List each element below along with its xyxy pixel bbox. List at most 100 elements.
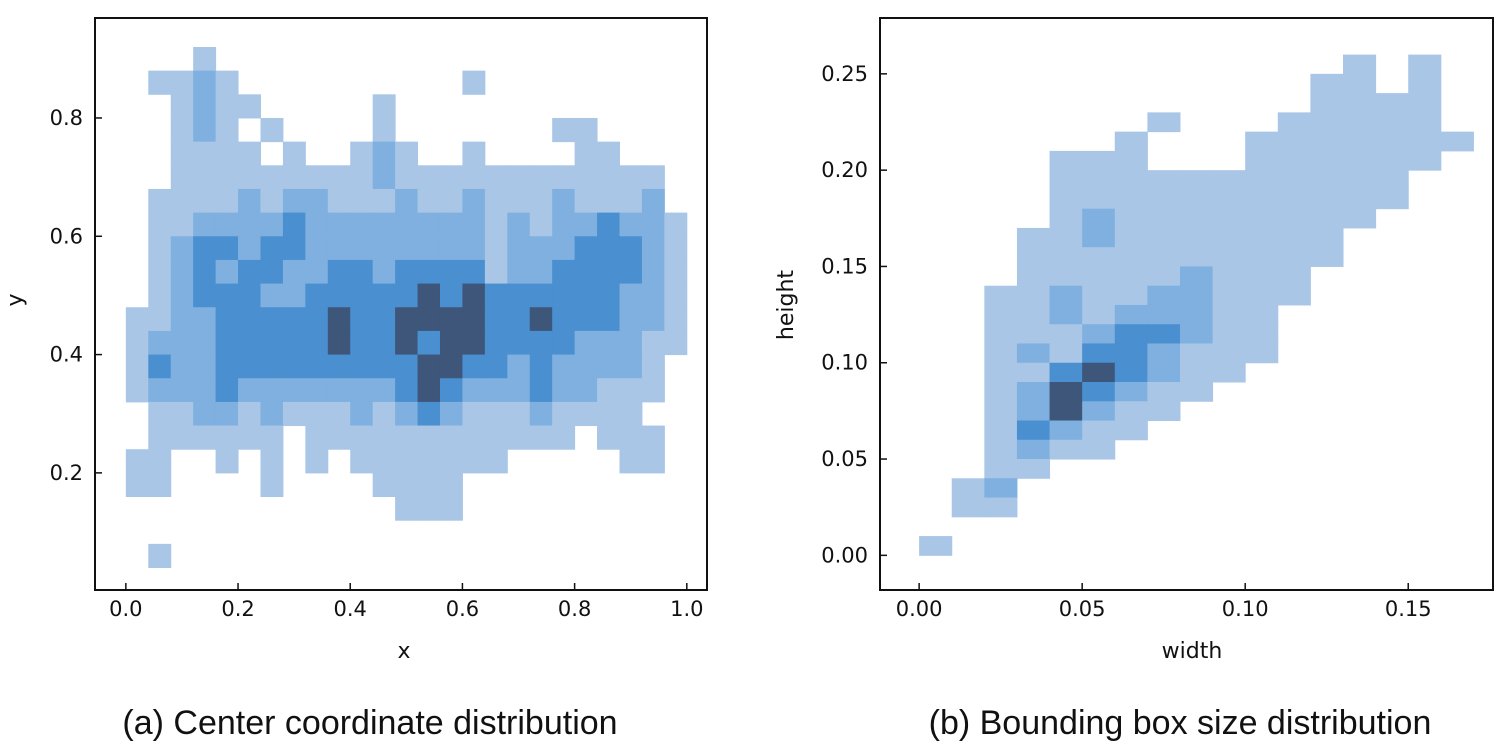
heatmap-cell [951, 478, 985, 499]
heatmap-cell [1277, 112, 1311, 133]
heatmap-cell [282, 188, 306, 214]
heatmap-cell [574, 188, 598, 214]
heatmap-cell [1147, 304, 1181, 325]
heatmap-cell [507, 283, 531, 308]
heatmap-cell [552, 307, 576, 332]
heatmap-cell [1179, 266, 1214, 287]
heatmap-cell [552, 330, 576, 356]
heatmap-cell [619, 283, 643, 308]
heatmap-cell [462, 401, 486, 427]
heatmap-cell [395, 378, 419, 403]
heatmap-cell [1082, 208, 1116, 229]
heatmap-cell [439, 283, 463, 308]
heatmap-cell [282, 212, 306, 237]
heatmap-cell [215, 449, 239, 474]
heatmap-cell [350, 354, 374, 379]
heatmap-cell [574, 117, 598, 143]
heatmap-cell [148, 259, 172, 285]
heatmap-cell [619, 425, 643, 450]
heatmap-cell [439, 401, 463, 427]
heatmap-cell [305, 330, 329, 356]
heatmap-cell [372, 165, 396, 190]
heatmap-cell [1179, 304, 1214, 325]
heatmap-cell [1114, 170, 1148, 190]
heatmap-cell [372, 425, 396, 450]
heatmap-cell [1375, 112, 1409, 133]
heatmap-cell [1082, 227, 1116, 248]
heatmap-cell [462, 141, 486, 166]
x-tick-label: 0.4 [334, 597, 367, 621]
heatmap-cell [372, 472, 396, 498]
heatmap-cell [1408, 150, 1442, 171]
heatmap-cell [282, 378, 306, 403]
heatmap-cell [574, 378, 598, 403]
y-tick-label: 0.15 [821, 254, 868, 278]
heatmap-cell [1179, 247, 1214, 267]
heatmap-cell [507, 378, 531, 403]
heatmap-cell [529, 283, 553, 308]
heatmap-cell [619, 188, 643, 214]
heatmap-cell [1408, 73, 1442, 94]
heatmap-cell [372, 188, 396, 214]
heatmap-cell [1245, 304, 1279, 325]
heatmap-cell [439, 354, 463, 379]
heatmap-cell [170, 188, 194, 214]
heatmap-cell [529, 236, 553, 261]
heatmap-cell [395, 496, 419, 521]
heatmap-cell [1408, 93, 1442, 113]
heatmap-cell [1016, 304, 1051, 325]
heatmap-cell [193, 141, 217, 166]
heatmap-cell [439, 259, 463, 285]
heatmap-cell [193, 401, 217, 427]
heatmap-cell [1016, 401, 1051, 422]
heatmap-cell [260, 212, 284, 237]
heatmap-cell [1114, 420, 1148, 441]
heatmap-cell [1147, 227, 1181, 248]
heatmap-cell [170, 94, 194, 119]
heatmap-cell [1245, 247, 1279, 267]
heatmap-cell [170, 70, 194, 95]
heatmap-cell [1277, 170, 1311, 190]
heatmap-cell [215, 188, 239, 214]
heatmap-cell [417, 496, 441, 521]
heatmap-cell [260, 259, 284, 285]
heatmap-cell [1082, 285, 1116, 306]
heatmap-cell [148, 543, 172, 569]
x-tick-label: 0.05 [1059, 597, 1106, 621]
heatmap-cell [417, 378, 441, 403]
heatmap-cell [1082, 247, 1116, 267]
heatmap-cell [641, 259, 665, 285]
heatmap-cell [984, 459, 1018, 479]
heatmap-cell [1049, 420, 1083, 441]
heatmap-cell [215, 212, 239, 237]
heatmap-cell [619, 259, 643, 285]
x-tick-label: 0.15 [1385, 597, 1432, 621]
heatmap-cell [529, 307, 553, 332]
heatmap-cell [305, 188, 329, 214]
heatmap-cell [395, 449, 419, 474]
heatmap-cell [552, 259, 576, 285]
heatmap-cell [619, 449, 643, 474]
heatmap-cell [552, 283, 576, 308]
heatmap-cell [484, 212, 508, 237]
heatmap-cell [1277, 247, 1311, 267]
heatmap-cell [395, 307, 419, 332]
heatmap-cell [439, 378, 463, 403]
heatmap-cell [484, 307, 508, 332]
heatmap-cell [641, 165, 665, 190]
heatmap-cell [372, 117, 396, 143]
heatmap-cell [984, 343, 1018, 364]
heatmap-cell [170, 401, 194, 427]
heatmap-cell [193, 425, 217, 450]
heatmap-cell [417, 354, 441, 379]
heatmap-cell [282, 259, 306, 285]
heatmap-cell [238, 307, 261, 332]
heatmap-cell [574, 236, 598, 261]
heatmap-cell [552, 236, 576, 261]
heatmap-cell [170, 307, 194, 332]
heatmap-cell [193, 307, 217, 332]
heatmap-cell [305, 449, 329, 474]
heatmap-cell [282, 141, 306, 166]
heatmap-cell [984, 439, 1018, 460]
heatmap-cell [619, 212, 643, 237]
